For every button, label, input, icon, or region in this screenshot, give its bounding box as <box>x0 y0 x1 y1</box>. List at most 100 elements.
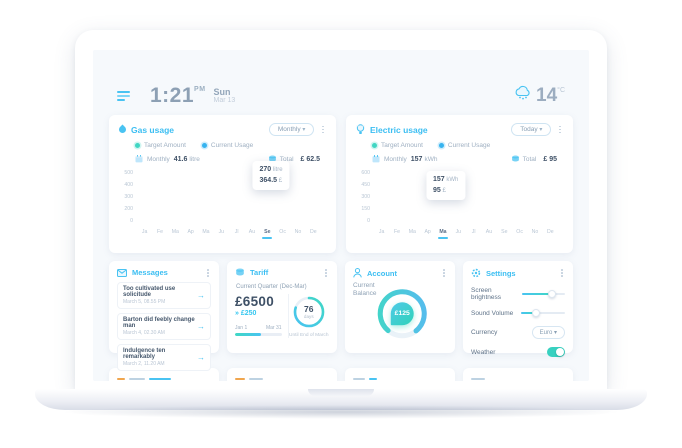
dashboard: 1:21PM Sun Mar 13 14 <box>93 50 589 381</box>
y-axis-label: 450 <box>361 182 370 188</box>
electric-stat-label: Monthly <box>384 155 407 163</box>
weather-toggle[interactable] <box>547 347 565 357</box>
cutoff-card <box>109 368 219 381</box>
balance-gauge: £125 <box>374 286 430 342</box>
currency-dropdown[interactable]: Euro ▾ <box>531 325 565 339</box>
x-axis-label[interactable]: Oc <box>516 229 523 235</box>
messages-more-menu-icon[interactable] <box>205 268 211 278</box>
person-icon <box>353 268 362 278</box>
electric-chart: 600 450 300 150 0 Ja Fe Ma Ap Ma Ju Jl Au Se Oc No De 1… <box>356 170 563 239</box>
coins-icon <box>511 155 520 163</box>
messages-card: Messages Too cultivated use solicitude M… <box>109 261 219 371</box>
delta-up-icon: » <box>235 309 239 317</box>
tariff-progress-bar <box>235 332 282 336</box>
x-axis-label[interactable]: Se <box>501 229 508 235</box>
message-time: March 4, 02.30 AM <box>123 329 165 336</box>
x-axis-label[interactable]: Oc <box>279 229 286 235</box>
y-axis-label: 400 <box>124 182 133 188</box>
x-axis-label[interactable]: Ma <box>171 229 179 235</box>
account-more-menu-icon[interactable] <box>441 268 447 278</box>
gear-icon <box>471 268 481 278</box>
brightness-label: Screen brightness <box>471 286 501 301</box>
chevron-down-icon: ▾ <box>302 127 306 133</box>
message-time: March 5, 08.55 PM <box>123 298 166 305</box>
cutoff-card <box>227 368 337 381</box>
x-axis-label[interactable]: Jl <box>471 229 476 235</box>
days-remaining: 76 <box>304 304 314 315</box>
date: Mar 13 <box>213 97 236 105</box>
gas-period-dropdown[interactable]: Monthly ▾ <box>268 123 315 136</box>
messages-title: Messages <box>132 268 168 278</box>
currency-label: Currency <box>471 328 498 336</box>
date-block: Sun Mar 13 <box>214 87 236 105</box>
tariff-title: Tariff <box>250 268 269 278</box>
electric-period-dropdown[interactable]: Today ▾ <box>511 123 552 136</box>
x-axis-label[interactable]: Se <box>260 229 275 239</box>
message-item[interactable]: Barton did feebly change man March 4, 02… <box>117 312 211 340</box>
temperature-unit: °C <box>557 87 565 94</box>
target-amount-dot <box>135 143 140 148</box>
weather-widget: 14 °C <box>514 85 565 107</box>
legend-target-label: Target Amount <box>381 142 423 149</box>
legend-target-label: Target Amount <box>144 142 186 149</box>
volume-slider[interactable] <box>521 309 565 317</box>
envelope-icon <box>117 268 127 277</box>
x-axis-label[interactable]: Au <box>485 229 493 235</box>
electric-stat-value: 157 <box>410 155 423 163</box>
account-card: Account Current Balance £ <box>345 261 455 353</box>
electric-tooltip: 157 kWh 95 £ <box>426 171 466 201</box>
x-axis-label[interactable]: Ma <box>408 229 416 235</box>
electric-more-menu-icon[interactable] <box>557 125 563 135</box>
x-axis-label[interactable]: Au <box>248 229 256 235</box>
electric-stat-unit: kWh <box>424 155 438 163</box>
x-axis-label[interactable]: Ap <box>187 229 194 235</box>
arrow-right-icon[interactable]: → <box>197 321 205 331</box>
x-axis-label[interactable]: De <box>546 229 554 235</box>
x-axis-label[interactable]: Ap <box>424 229 431 235</box>
current-usage-dot <box>438 143 444 148</box>
x-axis-label[interactable]: Ju <box>218 229 225 235</box>
x-axis-label[interactable]: Ja <box>378 229 385 235</box>
gas-total-value: £ 62.5 <box>300 155 320 163</box>
x-axis-label[interactable]: Jl <box>234 229 239 235</box>
x-axis-label[interactable]: Ju <box>455 229 462 235</box>
electric-total-value: £ 95 <box>543 155 557 163</box>
laptop-notch <box>308 389 374 396</box>
settings-title: Settings <box>486 268 516 278</box>
laptop-screen: 1:21PM Sun Mar 13 14 <box>75 30 607 389</box>
tariff-card: Tariff Current Quarter (Dec-Mar) £6500 »… <box>227 261 337 353</box>
gas-usage-title: Gas usage <box>131 124 174 135</box>
electric-usage-title: Electric usage <box>370 124 428 135</box>
x-axis-label[interactable]: Fe <box>156 229 164 235</box>
x-axis-label[interactable]: Ma <box>202 229 210 235</box>
gas-more-menu-icon[interactable] <box>320 125 326 135</box>
chevron-down-icon: ▾ <box>553 329 557 336</box>
gas-stat-unit: litre <box>189 155 200 163</box>
x-axis-label[interactable]: Fe <box>393 229 401 235</box>
settings-more-menu-icon[interactable] <box>559 268 565 278</box>
brightness-slider[interactable] <box>522 289 565 298</box>
gas-plot <box>137 170 321 226</box>
tariff-caption: Until End of March <box>289 332 329 338</box>
cutoff-card <box>345 368 455 381</box>
x-axis-label[interactable]: No <box>294 229 302 235</box>
message-item[interactable]: Indulgence ten remarkably March 2, 11.20… <box>117 343 211 371</box>
arrow-right-icon[interactable]: → <box>197 352 205 362</box>
current-usage-dot <box>201 143 207 148</box>
menu-icon[interactable] <box>117 91 130 101</box>
legend-current-label: Current Usage <box>210 142 254 149</box>
message-item[interactable]: Too cultivated use solicitude March 5, 0… <box>117 281 211 309</box>
y-axis-label: 0 <box>367 218 370 224</box>
tariff-range-labels: Jan 1 Mar 31 <box>235 325 282 331</box>
arrow-right-icon[interactable]: → <box>197 290 205 300</box>
charts-row: Gas usage Monthly ▾ Target Amount Curren… <box>109 115 573 253</box>
x-axis-label[interactable]: Ma <box>435 229 450 239</box>
tariff-more-menu-icon[interactable] <box>323 268 329 278</box>
x-axis-label[interactable]: De <box>309 229 317 235</box>
x-axis-label[interactable]: Ja <box>141 229 148 235</box>
x-axis-label[interactable]: No <box>531 229 539 235</box>
gas-legend: Target Amount Current Usage <box>135 142 326 149</box>
time: 1:21 <box>150 84 195 107</box>
electric-total-label: Total <box>522 155 537 163</box>
